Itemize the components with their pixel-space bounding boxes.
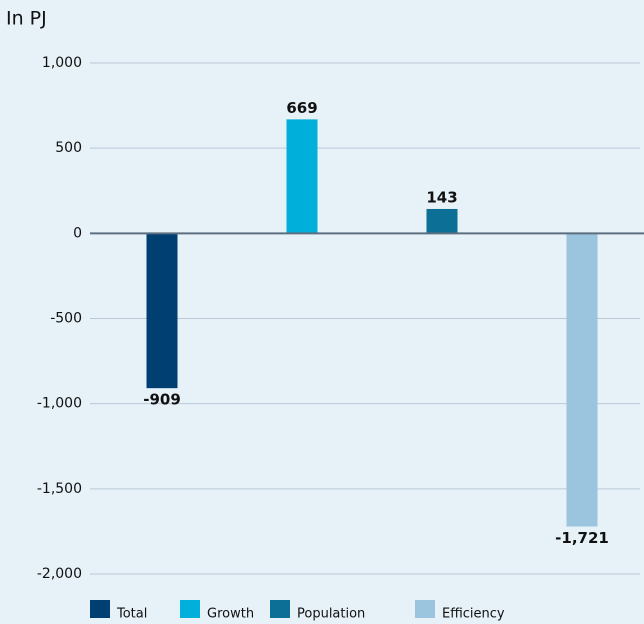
legend-label: Population (297, 607, 365, 622)
legend-label: Total (116, 607, 147, 622)
data-label: -909 (143, 391, 181, 409)
y-axis-label: In PJ (6, 8, 47, 30)
legend-label: Growth (207, 607, 254, 622)
y-tick-label: 1,000 (42, 55, 82, 71)
data-label: 143 (426, 188, 457, 206)
y-tick-label: -2,000 (37, 566, 82, 582)
bar (286, 119, 318, 234)
bar (146, 233, 178, 389)
legend-label: Efficiency (442, 607, 505, 622)
y-tick-label: 500 (55, 140, 82, 156)
y-tick-label: -1,000 (37, 396, 82, 412)
y-tick-label: 0 (73, 225, 82, 241)
data-label: 669 (286, 99, 317, 117)
legend-swatch (90, 600, 110, 618)
y-tick-label: -1,500 (37, 481, 82, 497)
legend-swatch (180, 600, 200, 618)
legend-swatch (270, 600, 290, 618)
bar (566, 233, 598, 527)
y-tick-label: -500 (50, 311, 82, 327)
legend-swatch (415, 600, 435, 618)
data-label: -1,721 (555, 529, 609, 547)
bar (426, 208, 458, 234)
